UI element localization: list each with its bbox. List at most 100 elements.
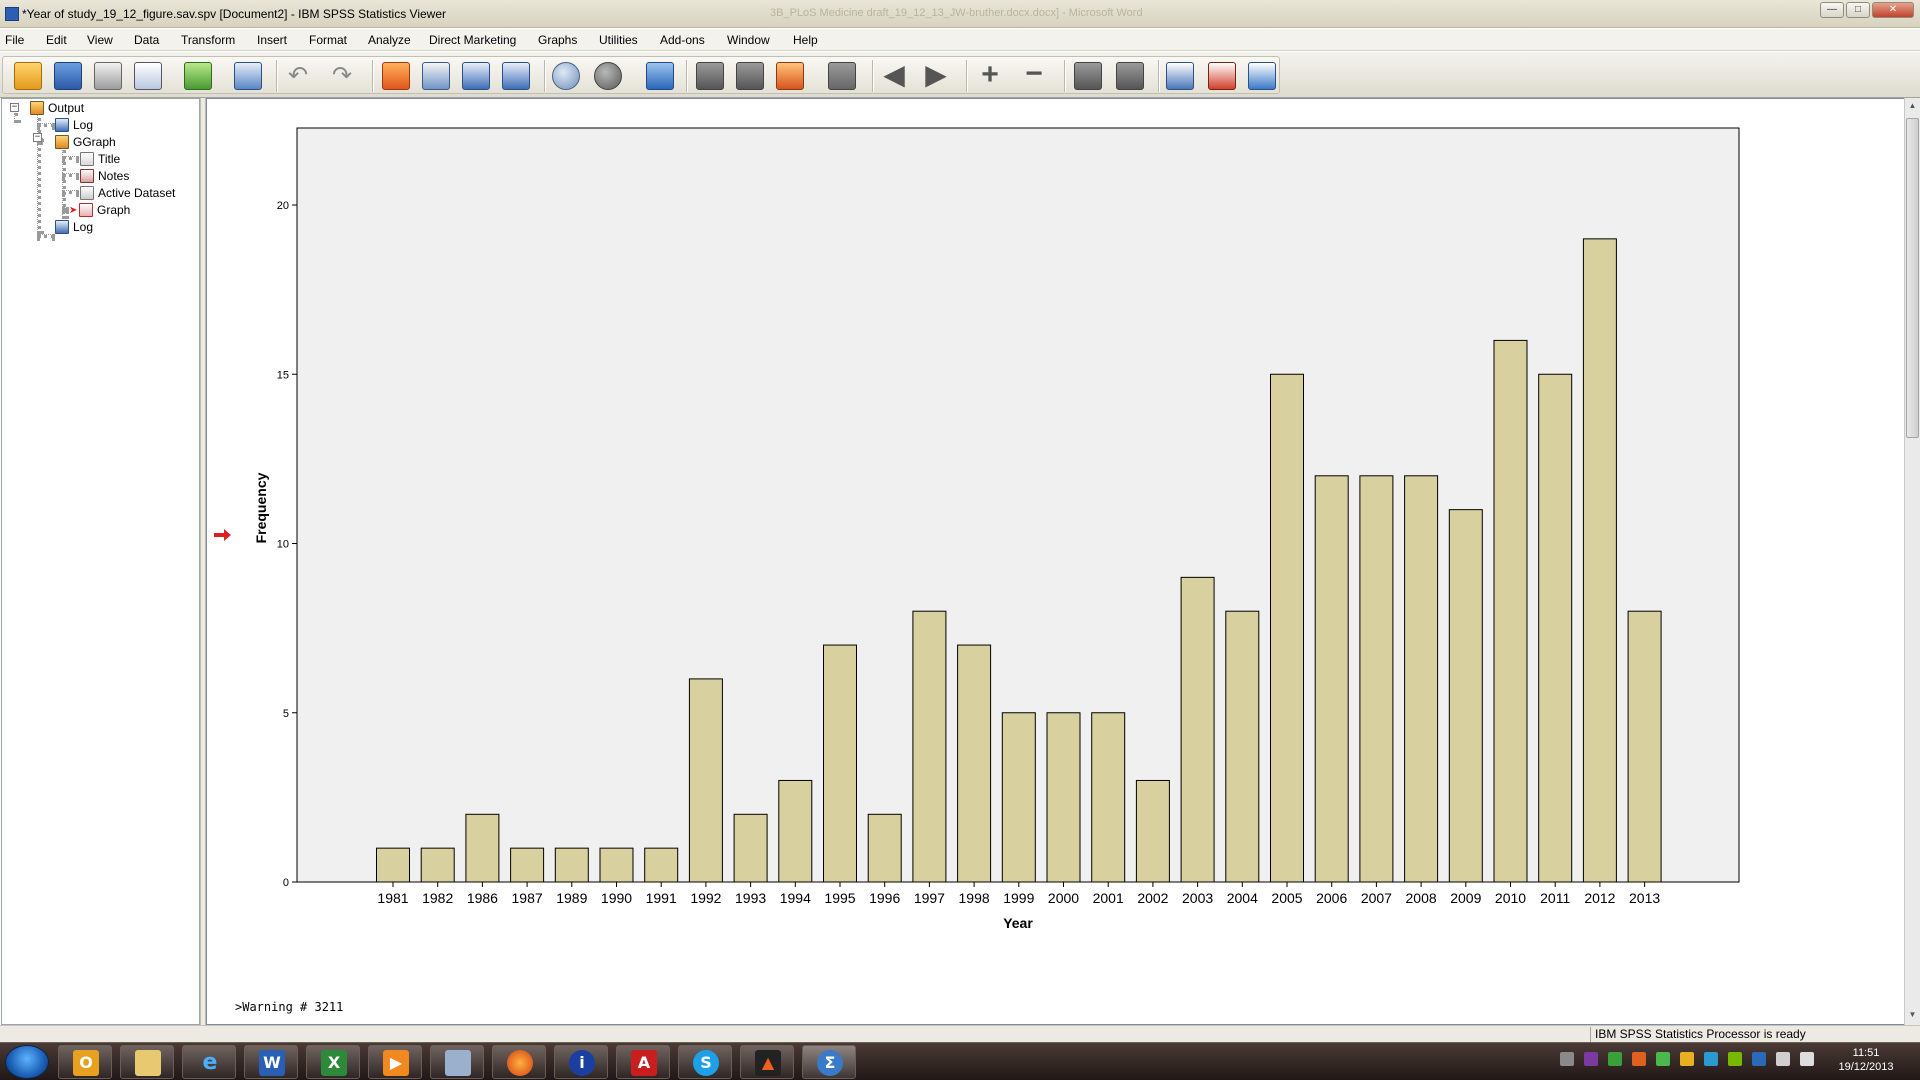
menu-analyze[interactable]: Analyze: [368, 33, 411, 47]
maximize-button[interactable]: □: [1846, 2, 1870, 18]
split-file-icon[interactable]: [696, 62, 724, 90]
outline-node-ggraph[interactable]: GGraph: [55, 135, 116, 151]
insert-cases-icon[interactable]: [462, 62, 490, 90]
use-sets-icon[interactable]: [594, 62, 622, 90]
back-arrow-icon[interactable]: ◀: [883, 59, 905, 90]
taskbar-word[interactable]: W: [244, 1045, 298, 1079]
scrollbar-thumb[interactable]: [1906, 118, 1919, 438]
hide-icon[interactable]: [1116, 62, 1144, 90]
scroll-down-icon[interactable]: ▼: [1908, 1010, 1917, 1019]
menu-utilities[interactable]: Utilities: [599, 33, 638, 47]
taskbar-outlook[interactable]: O: [58, 1045, 112, 1079]
security-icon[interactable]: [1752, 1052, 1766, 1066]
save-icon[interactable]: [54, 62, 82, 90]
open-icon[interactable]: [14, 62, 42, 90]
value-labels-icon[interactable]: [552, 62, 580, 90]
onenote-icon[interactable]: [1584, 1052, 1598, 1066]
designate-window-icon[interactable]: [776, 62, 804, 90]
shield-icon[interactable]: [1632, 1052, 1646, 1066]
vertical-scrollbar[interactable]: ▲ ▼: [1904, 98, 1920, 1025]
print-preview-icon[interactable]: [134, 62, 162, 90]
toolbar-separator: [872, 60, 874, 92]
outline-node-title[interactable]: Title: [80, 152, 120, 168]
select-cases-icon[interactable]: [646, 62, 674, 90]
undo-icon[interactable]: ↶: [287, 62, 309, 89]
taskbar-explorer[interactable]: [120, 1045, 174, 1079]
variables-icon[interactable]: [502, 62, 530, 90]
network-icon[interactable]: [1560, 1052, 1574, 1066]
volume-icon[interactable]: [1800, 1052, 1814, 1066]
collapse-output-toggle[interactable]: −: [10, 102, 19, 112]
word-icon: W: [259, 1050, 285, 1076]
x-tick-label: 1995: [824, 890, 855, 906]
stata-icon: ▲: [755, 1050, 781, 1076]
outline-node-log[interactable]: Log: [55, 118, 93, 134]
menu-transform[interactable]: Transform: [181, 33, 236, 47]
outline-node-notes[interactable]: Notes: [80, 169, 129, 185]
x-tick-label: 1993: [735, 890, 766, 906]
start-button-icon[interactable]: [5, 1045, 49, 1079]
green-leaf-icon[interactable]: [1656, 1052, 1670, 1066]
outline-node-active-dataset[interactable]: Active Dataset: [80, 186, 175, 202]
weight-cases-icon[interactable]: [736, 62, 764, 90]
taskbar-info[interactable]: i: [554, 1045, 608, 1079]
collapse-ggraph-toggle[interactable]: −: [33, 132, 42, 142]
export-icon[interactable]: [184, 62, 212, 90]
pane-splitter[interactable]: [200, 98, 206, 1025]
scroll-up-icon[interactable]: ▲: [1908, 101, 1917, 110]
minimize-button[interactable]: —: [1820, 2, 1844, 18]
insert-heading-icon[interactable]: [1166, 62, 1194, 90]
y-tick-label: 0: [283, 877, 289, 889]
collapse-minus-icon[interactable]: −: [1025, 57, 1043, 90]
frequency-bar-chart[interactable]: 0 5 10 15 20 1981 1982 1986 1987 1989 1990 1991 199…: [206, 98, 1904, 1023]
taskbar-stata[interactable]: ▲: [740, 1045, 794, 1079]
taskbar-excel[interactable]: X: [306, 1045, 360, 1079]
taskbar-internet-explorer[interactable]: e: [182, 1045, 236, 1079]
bar-1999: [1001, 712, 1036, 883]
edit-output-icon[interactable]: [828, 62, 856, 90]
close-button[interactable]: ✕: [1872, 2, 1914, 18]
show-icon[interactable]: [1074, 62, 1102, 90]
yellow-app-icon[interactable]: [1680, 1052, 1694, 1066]
outline-pane[interactable]: − − Output Log GGraph Title Notes Active…: [1, 98, 200, 1025]
menu-direct-marketing[interactable]: Direct Marketing: [429, 33, 517, 47]
outline-node-log[interactable]: Log: [55, 220, 93, 236]
expand-plus-icon[interactable]: +: [981, 58, 999, 91]
menu-help[interactable]: Help: [793, 33, 818, 47]
taskbar-media-player[interactable]: ▶: [368, 1045, 422, 1079]
forward-arrow-icon[interactable]: ▶: [925, 59, 947, 90]
menu-add-ons[interactable]: Add-ons: [660, 33, 705, 47]
taskbar-spss[interactable]: Σ: [802, 1045, 856, 1079]
outline-node-output[interactable]: Output: [30, 101, 84, 117]
print-icon[interactable]: [94, 62, 122, 90]
menu-data[interactable]: Data: [134, 33, 160, 47]
recall-dialog-icon[interactable]: [234, 62, 262, 90]
menu-window[interactable]: Window: [727, 33, 770, 47]
menu-format[interactable]: Format: [309, 33, 348, 47]
sync-icon[interactable]: [1608, 1052, 1622, 1066]
bar-2005: [1270, 373, 1304, 883]
bar-1991: [644, 847, 679, 883]
menu-insert[interactable]: Insert: [257, 33, 288, 47]
taskbar-firefox[interactable]: [492, 1045, 546, 1079]
chat-icon[interactable]: [1704, 1052, 1718, 1066]
nvidia-icon[interactable]: [1728, 1052, 1742, 1066]
toolbar: ↶ ↷ ◀ ▶ + −: [0, 52, 1920, 98]
taskbar-clock[interactable]: 11:51 19/12/2013: [1828, 1046, 1904, 1074]
insert-title-icon[interactable]: [1208, 62, 1236, 90]
taskbar-acrobat[interactable]: A: [616, 1045, 670, 1079]
menu-view[interactable]: View: [87, 33, 113, 47]
goto-variable-icon[interactable]: [422, 62, 450, 90]
redo-icon[interactable]: ↷: [331, 62, 353, 89]
insert-text-icon[interactable]: [1248, 62, 1276, 90]
menu-edit[interactable]: Edit: [46, 33, 67, 47]
menu-file[interactable]: File: [5, 33, 25, 47]
monitor-icon[interactable]: [1776, 1052, 1790, 1066]
taskbar-calculator[interactable]: [430, 1045, 484, 1079]
outline-node-graph[interactable]: ➤ Graph: [69, 203, 130, 219]
y-tick-label: 5: [283, 708, 289, 720]
bar-2000: [1046, 712, 1081, 883]
taskbar-skype[interactable]: S: [678, 1045, 732, 1079]
menu-graphs[interactable]: Graphs: [538, 33, 578, 47]
goto-case-icon[interactable]: [382, 62, 410, 90]
